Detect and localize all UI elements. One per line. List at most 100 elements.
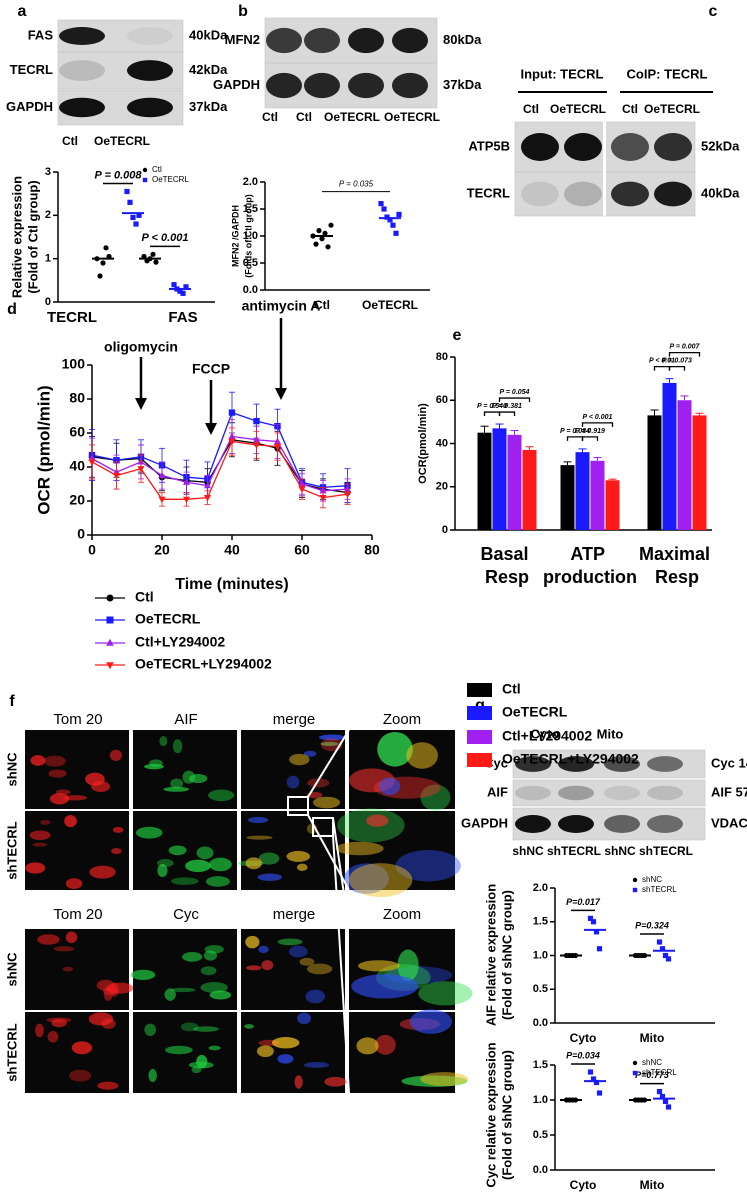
legend-label: OeTECRL+LY294002	[135, 656, 272, 672]
cell	[312, 796, 341, 809]
y-tick-label: 0.5	[533, 983, 548, 995]
data-point	[381, 206, 387, 212]
cell	[261, 960, 274, 971]
cell	[247, 816, 269, 824]
p-value: P < 0.001	[583, 414, 613, 421]
lane-label: OeTECRL	[384, 110, 440, 124]
data-point	[124, 188, 130, 195]
data-point	[662, 952, 669, 959]
bracket	[668, 365, 686, 371]
panel-label: d	[7, 301, 17, 318]
data-point	[596, 946, 603, 952]
data-point	[253, 417, 260, 425]
lane-label: Ctl	[262, 110, 278, 124]
legend-label: OeTECRL	[502, 704, 568, 720]
cell	[209, 857, 232, 872]
cell	[43, 755, 66, 767]
x-tick-label: Cyto	[570, 1031, 597, 1045]
blot-band	[604, 815, 640, 833]
legend-label: Ctl	[135, 589, 154, 605]
bar	[507, 434, 522, 530]
legend-marker	[632, 877, 638, 883]
cell	[200, 982, 228, 993]
legend-label: shNC	[642, 1058, 662, 1067]
y-axis-label: MFN2 /GAPDH	[230, 205, 240, 267]
y-axis-label: (Fold of shNC group)	[499, 890, 514, 1020]
bracket	[581, 436, 599, 441]
cell	[420, 784, 451, 811]
cell	[200, 966, 217, 976]
cell	[299, 957, 315, 966]
data-point	[316, 228, 322, 234]
lane-label: OeTECRL	[644, 102, 700, 116]
y-tick-label: 0	[45, 296, 51, 308]
blot-row-label: TECRL	[467, 185, 510, 200]
cell	[144, 763, 164, 770]
data-point	[656, 939, 663, 945]
arrow-head	[275, 388, 287, 400]
column-label: Cyc	[173, 906, 199, 923]
blot-band	[604, 785, 640, 801]
cell	[420, 1072, 469, 1087]
blot-row-label: AIF	[487, 784, 508, 799]
cell	[46, 1017, 72, 1023]
x-tick-label: 40	[224, 542, 240, 558]
data-point	[180, 290, 186, 296]
row-label: shNC	[4, 752, 19, 787]
x-tick-label: 80	[364, 542, 380, 558]
legend-marker	[142, 167, 148, 173]
blot-row-label: MFN2	[225, 32, 260, 47]
cell	[343, 863, 389, 894]
data-point	[182, 496, 191, 504]
p-value: P=0.034	[566, 1050, 600, 1060]
data-point	[325, 244, 331, 250]
y-tick-label: 1.0	[243, 230, 258, 242]
y-axis-label: (Fold of Ctl group)	[25, 180, 40, 293]
cell	[48, 769, 67, 778]
blot-strip	[512, 779, 706, 807]
cell	[324, 1076, 347, 1087]
lane-label: Ctl	[62, 134, 78, 148]
cell	[348, 863, 413, 897]
lane-label: Ctl	[296, 110, 312, 124]
blot-size-label: 80kDa	[443, 32, 482, 47]
blot-band	[521, 133, 559, 161]
label-line: ATP	[570, 544, 609, 564]
data-point	[328, 222, 334, 228]
cell	[65, 931, 78, 944]
data-point	[665, 956, 672, 962]
y-tick-label: 1	[45, 253, 51, 265]
data-point	[158, 496, 166, 504]
data-point	[130, 214, 136, 221]
cell	[297, 1012, 312, 1025]
legend-label: OeTECRL	[135, 611, 201, 627]
y-tick-label: 0.0	[533, 1017, 548, 1029]
blot-band	[304, 72, 340, 99]
blot-gap	[603, 122, 606, 216]
cell	[277, 1054, 294, 1064]
y-tick-label: 2.0	[243, 176, 258, 188]
y-tick-label: 0	[77, 526, 85, 542]
data-point	[252, 442, 261, 449]
bracket	[581, 422, 614, 427]
cell	[409, 1009, 452, 1034]
blot-band	[127, 97, 173, 118]
y-tick-label: 0	[442, 524, 448, 536]
cell	[111, 848, 122, 855]
data-point	[322, 230, 328, 236]
legend-label: Ctl	[152, 165, 162, 174]
blot-band	[654, 181, 692, 207]
cell	[148, 1068, 157, 1083]
p-value: P = 0.540	[477, 403, 507, 410]
data-point	[662, 1098, 669, 1104]
data-point	[590, 1076, 597, 1082]
cell	[245, 935, 260, 949]
y-tick-label: 0.5	[533, 1129, 548, 1141]
micrograph	[133, 730, 237, 809]
cell	[320, 741, 339, 746]
data-point	[183, 284, 189, 290]
column-label: Zoom	[383, 711, 421, 728]
blot-band	[515, 815, 551, 833]
cell	[193, 1026, 219, 1032]
p-value: P = 0.008	[95, 169, 143, 181]
